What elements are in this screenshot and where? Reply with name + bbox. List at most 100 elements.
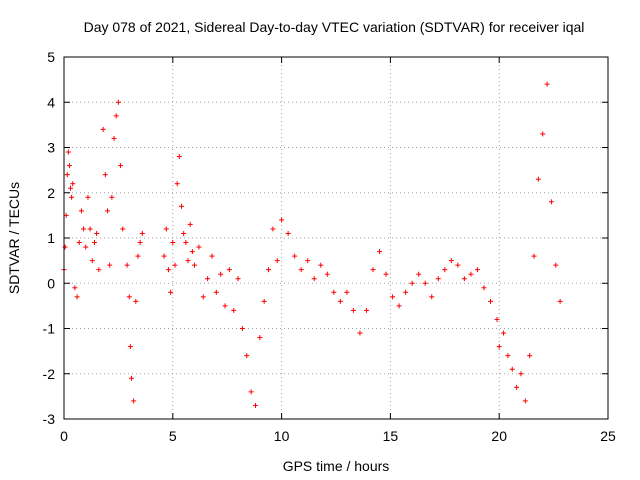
data-point <box>63 212 69 218</box>
data-point <box>422 280 428 286</box>
data-point <box>396 303 402 309</box>
data-point <box>416 271 422 277</box>
data-point <box>66 163 72 169</box>
data-point <box>540 131 546 137</box>
data-point <box>100 126 106 132</box>
data-point <box>179 203 185 209</box>
data-point <box>409 280 415 286</box>
x-tick-label: 25 <box>600 428 616 444</box>
data-point <box>85 194 91 200</box>
data-point <box>501 330 507 336</box>
data-point <box>109 194 115 200</box>
data-point <box>74 294 80 300</box>
data-point <box>266 267 272 273</box>
data-point <box>553 262 559 268</box>
axis-ticks: 0 5 10 15 20 25 -3 -2 -1 0 1 2 3 4 5 <box>43 49 616 444</box>
data-point <box>170 240 176 246</box>
data-point <box>505 353 511 359</box>
data-point <box>172 262 178 268</box>
data-point <box>83 244 89 250</box>
data-point <box>213 289 219 295</box>
y-tick-label: 0 <box>47 275 55 291</box>
data-point <box>522 398 528 404</box>
data-point <box>94 230 100 236</box>
data-point <box>285 230 291 236</box>
x-tick-label: 20 <box>491 428 507 444</box>
data-point <box>91 240 97 246</box>
data-point <box>292 253 298 259</box>
data-point <box>270 226 276 232</box>
data-point <box>69 194 75 200</box>
data-point <box>377 249 383 255</box>
data-point <box>496 344 502 350</box>
data-point <box>390 294 396 300</box>
data-point <box>181 230 187 236</box>
data-point <box>183 240 189 246</box>
x-tick-label: 5 <box>169 428 177 444</box>
data-point <box>514 384 520 390</box>
data-point <box>474 267 480 273</box>
data-point <box>231 307 237 313</box>
data-point <box>370 267 376 273</box>
data-point <box>274 258 280 264</box>
y-tick-label: -1 <box>43 321 56 337</box>
x-tick-label: 10 <box>274 428 290 444</box>
data-point <box>115 99 121 105</box>
data-point <box>252 402 258 408</box>
data-points <box>61 81 563 408</box>
data-point <box>494 316 500 322</box>
data-point <box>176 154 182 160</box>
data-point <box>165 267 171 273</box>
data-point <box>350 307 356 313</box>
data-point <box>137 240 143 246</box>
data-point <box>64 172 70 178</box>
data-point <box>113 113 119 119</box>
data-point <box>344 289 350 295</box>
data-point <box>133 298 139 304</box>
data-point <box>527 353 533 359</box>
data-point <box>429 294 435 300</box>
data-point <box>185 258 191 264</box>
data-point <box>87 226 93 232</box>
data-point <box>509 366 515 372</box>
data-point <box>403 289 409 295</box>
data-point <box>127 344 133 350</box>
data-point <box>311 276 317 282</box>
data-point <box>189 249 195 255</box>
data-point <box>226 267 232 273</box>
data-point <box>435 276 441 282</box>
data-point <box>544 81 550 87</box>
data-point <box>135 253 141 259</box>
data-point <box>461 276 467 282</box>
data-point <box>107 262 113 268</box>
data-point <box>218 271 224 277</box>
data-point <box>163 226 169 232</box>
data-point <box>102 172 108 178</box>
data-point <box>72 285 78 291</box>
data-point <box>442 267 448 273</box>
y-tick-label: 4 <box>47 94 55 110</box>
data-point <box>337 298 343 304</box>
data-point <box>239 326 245 331</box>
y-tick-label: 1 <box>47 230 55 246</box>
data-point <box>78 208 84 214</box>
data-point <box>65 149 71 155</box>
y-axis-label: SDTVAR / TECUs <box>6 182 22 294</box>
grid-lines <box>64 57 608 419</box>
data-point <box>70 181 76 187</box>
data-point <box>279 217 285 223</box>
data-point <box>187 221 193 227</box>
data-point <box>131 398 137 404</box>
plot-frame <box>63 56 609 420</box>
x-tick-label: 15 <box>383 428 399 444</box>
data-point <box>298 267 304 273</box>
data-point <box>200 294 206 300</box>
data-point <box>357 330 363 336</box>
data-point <box>174 181 180 187</box>
data-point <box>557 298 563 304</box>
data-point <box>222 303 228 309</box>
data-point <box>331 289 337 295</box>
data-point <box>62 244 68 250</box>
data-point <box>118 163 124 169</box>
